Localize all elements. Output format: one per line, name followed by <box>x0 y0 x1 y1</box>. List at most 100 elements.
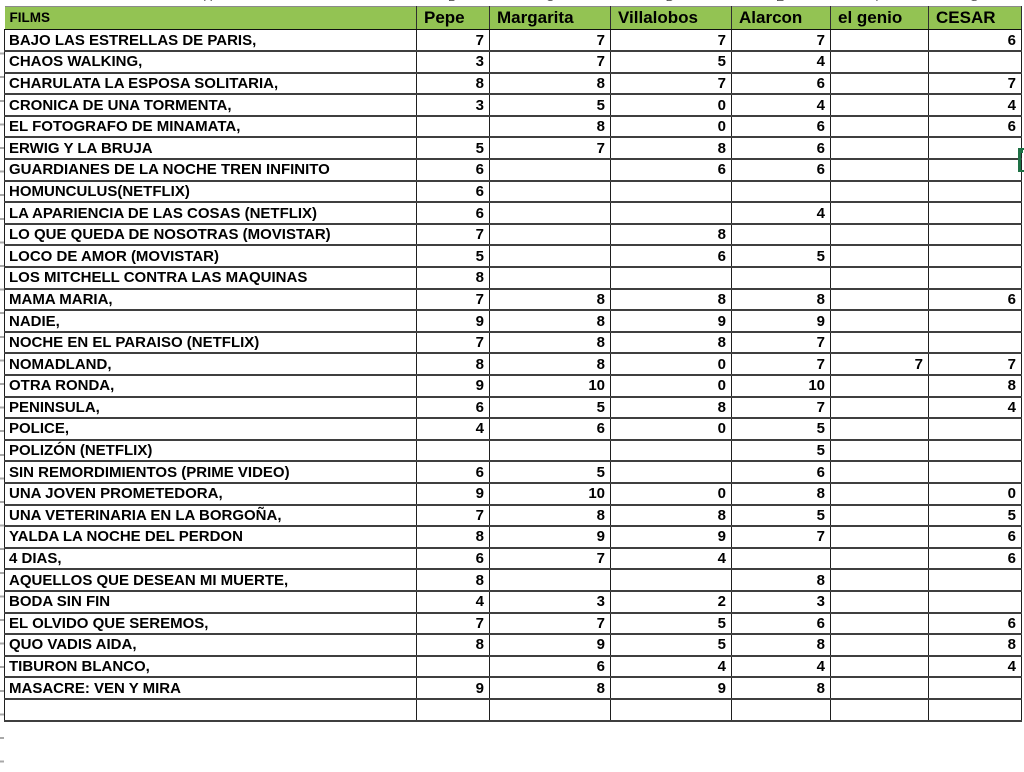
cell-score[interactable]: 5 <box>610 634 732 657</box>
cell-score[interactable]: 6 <box>416 461 490 484</box>
cell-score[interactable]: 10 <box>731 375 831 398</box>
cell-score[interactable]: 6 <box>416 547 490 571</box>
cell-score[interactable] <box>928 223 1022 247</box>
cell-score[interactable] <box>830 526 929 549</box>
cell-score[interactable]: 4 <box>610 655 732 679</box>
cell-score[interactable] <box>830 482 929 506</box>
cell-score[interactable] <box>731 223 831 247</box>
cell-score[interactable]: 8 <box>610 331 732 355</box>
cell-score[interactable] <box>610 202 732 225</box>
cell-score[interactable] <box>830 612 929 636</box>
cell-score[interactable] <box>830 504 929 528</box>
cell-score[interactable] <box>731 180 831 204</box>
cell-score[interactable]: 0 <box>610 94 732 117</box>
cell-score[interactable] <box>830 375 929 398</box>
cell-score[interactable]: 0 <box>610 115 732 139</box>
cell-score[interactable]: 0 <box>928 482 1022 506</box>
cell-score[interactable]: 9 <box>489 526 611 549</box>
cell-score[interactable]: 6 <box>731 115 831 139</box>
cell-score[interactable]: 0 <box>610 375 732 398</box>
cell-score[interactable] <box>610 267 732 290</box>
cell-score[interactable] <box>830 569 929 592</box>
cell-film[interactable]: NOMADLAND, <box>4 353 417 376</box>
cell-score[interactable] <box>830 51 929 74</box>
cell-score[interactable]: 9 <box>489 634 611 657</box>
cell-score[interactable] <box>928 331 1022 355</box>
cell-score[interactable]: 5 <box>731 439 831 463</box>
cell-score[interactable]: 6 <box>731 461 831 484</box>
cell-score[interactable]: 9 <box>610 677 732 700</box>
cell-film[interactable]: MAMA MARIA, <box>4 288 417 312</box>
cell-film[interactable]: BAJO LAS ESTRELLAS DE PARIS, <box>4 29 417 53</box>
cell-score[interactable]: 8 <box>489 331 611 355</box>
cell-score[interactable]: 9 <box>731 310 831 333</box>
cell-score[interactable] <box>830 202 929 225</box>
cell-score[interactable]: 4 <box>731 202 831 225</box>
cell-score[interactable] <box>489 223 611 247</box>
cell-score[interactable]: 4 <box>416 590 490 614</box>
cell-score[interactable]: 6 <box>731 612 831 636</box>
cell-score[interactable]: 6 <box>610 245 732 269</box>
cell-score[interactable] <box>610 180 732 204</box>
cell-score[interactable]: 8 <box>731 677 831 700</box>
cell-score[interactable]: 7 <box>416 331 490 355</box>
cell-score[interactable] <box>830 331 929 355</box>
cell-score[interactable] <box>731 698 831 722</box>
cell-score[interactable] <box>830 698 929 722</box>
cell-film[interactable]: EL FOTOGRAFO DE MINAMATA, <box>4 115 417 139</box>
cell-score[interactable] <box>830 288 929 312</box>
cell-film[interactable]: AQUELLOS QUE DESEAN MI MUERTE, <box>4 569 417 592</box>
cell-score[interactable] <box>928 310 1022 333</box>
cell-score[interactable]: 5 <box>928 504 1022 528</box>
cell-score[interactable]: 8 <box>610 288 732 312</box>
cell-score[interactable]: 3 <box>731 590 831 614</box>
cell-score[interactable] <box>928 267 1022 290</box>
cell-score[interactable] <box>830 396 929 420</box>
cell-score[interactable] <box>610 569 732 592</box>
cell-score[interactable]: 4 <box>731 94 831 117</box>
cell-score[interactable] <box>928 180 1022 204</box>
cell-film[interactable]: CHAOS WALKING, <box>4 51 417 74</box>
cell-score[interactable] <box>830 590 929 614</box>
cell-film[interactable]: QUO VADIS AIDA, <box>4 634 417 657</box>
cell-score[interactable]: 3 <box>489 590 611 614</box>
cell-score[interactable]: 6 <box>489 655 611 679</box>
cell-score[interactable]: 7 <box>489 29 611 53</box>
cell-score[interactable] <box>830 310 929 333</box>
cell-score[interactable]: 8 <box>928 634 1022 657</box>
cell-score[interactable] <box>416 655 490 679</box>
cell-score[interactable]: 8 <box>416 72 490 96</box>
column-header-el-genio[interactable]: el genio <box>830 6 929 30</box>
cell-score[interactable]: 7 <box>731 396 831 420</box>
cell-score[interactable] <box>416 115 490 139</box>
cell-score[interactable]: 10 <box>489 375 611 398</box>
cell-score[interactable]: 8 <box>489 677 611 700</box>
cell-score[interactable] <box>830 655 929 679</box>
cell-film[interactable]: NOCHE EN EL PARAISO (NETFLIX) <box>4 331 417 355</box>
cell-film[interactable]: YALDA LA NOCHE DEL PERDON <box>4 526 417 549</box>
cell-score[interactable]: 6 <box>416 180 490 204</box>
cell-score[interactable] <box>830 137 929 161</box>
cell-score[interactable]: 5 <box>731 418 831 441</box>
cell-score[interactable] <box>928 137 1022 161</box>
cell-score[interactable]: 7 <box>830 353 929 376</box>
cell-score[interactable]: 8 <box>610 137 732 161</box>
cell-score[interactable] <box>489 159 611 182</box>
cell-score[interactable] <box>928 418 1022 441</box>
cell-score[interactable]: 7 <box>416 504 490 528</box>
cell-film[interactable]: LOS MITCHELL CONTRA LAS MAQUINAS <box>4 267 417 290</box>
cell-score[interactable]: 6 <box>416 396 490 420</box>
cell-score[interactable]: 7 <box>928 72 1022 96</box>
cell-score[interactable] <box>928 569 1022 592</box>
cell-score[interactable]: 7 <box>489 137 611 161</box>
cell-score[interactable]: 7 <box>416 223 490 247</box>
cell-score[interactable]: 7 <box>416 612 490 636</box>
cell-score[interactable]: 6 <box>928 547 1022 571</box>
cell-score[interactable]: 4 <box>731 655 831 679</box>
cell-score[interactable]: 7 <box>731 331 831 355</box>
cell-score[interactable]: 5 <box>489 396 611 420</box>
cell-score[interactable]: 4 <box>610 547 732 571</box>
cell-score[interactable]: 8 <box>489 288 611 312</box>
cell-score[interactable]: 6 <box>416 202 490 225</box>
column-header-margarita[interactable]: Margarita <box>489 6 611 30</box>
